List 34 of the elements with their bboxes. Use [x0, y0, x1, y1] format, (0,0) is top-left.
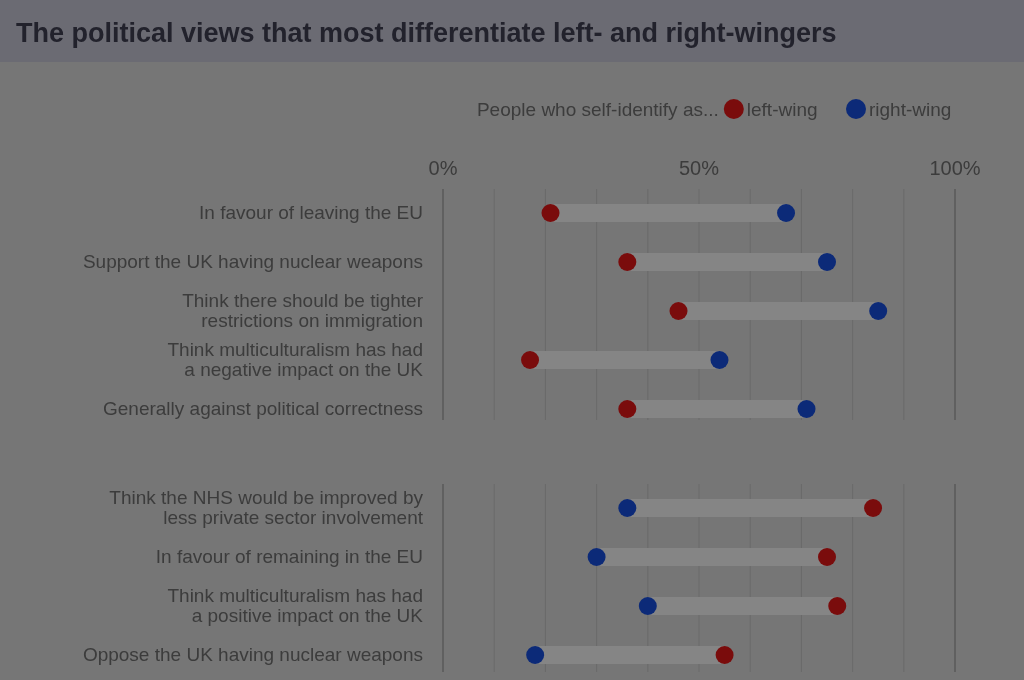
point — [638, 597, 657, 615]
point — [618, 400, 637, 418]
legend-label: left-wing — [746, 99, 818, 120]
y-tick-label: In favour of remaining in the EU — [155, 546, 423, 567]
point — [777, 204, 796, 222]
point — [818, 548, 836, 566]
point — [818, 253, 836, 271]
y-tick-label: Think the NHS would be improved by less private sector involvement — [109, 487, 424, 528]
y-tick-label: Think multiculturalism has had a positive impact on the UK — [167, 585, 424, 626]
point — [521, 351, 540, 369]
point — [715, 646, 734, 664]
y-tick-label: Support the UK having nuclear weapons — [82, 251, 423, 272]
point — [541, 204, 560, 222]
chart-title: The political views that most differentiate left- and right-wingers — [16, 18, 837, 48]
point — [828, 597, 847, 615]
legend-label: right-wing — [869, 99, 952, 120]
y-tick-label: Think there should be tighter restrictions on immigration — [182, 290, 424, 331]
x-tick-label: 0% — [428, 157, 458, 179]
point — [710, 351, 729, 369]
point — [618, 253, 637, 271]
x-tick-label: 50% — [678, 157, 720, 179]
point — [587, 548, 606, 566]
point — [797, 400, 816, 418]
point — [869, 302, 888, 320]
y-tick-label: Oppose the UK having nuclear weapons — [82, 644, 423, 665]
point — [526, 646, 545, 664]
y-tick-label: Think multiculturalism has had a negative impact on the UK — [167, 339, 424, 380]
y-tick-label: Generally against political correctness — [103, 398, 423, 419]
point — [618, 499, 637, 517]
point — [669, 302, 688, 320]
point — [864, 499, 883, 517]
legend-title: People who self-identify as... — [476, 99, 719, 120]
y-tick-label: In favour of leaving the EU — [199, 202, 423, 223]
x-tick-label: 100% — [929, 157, 981, 179]
